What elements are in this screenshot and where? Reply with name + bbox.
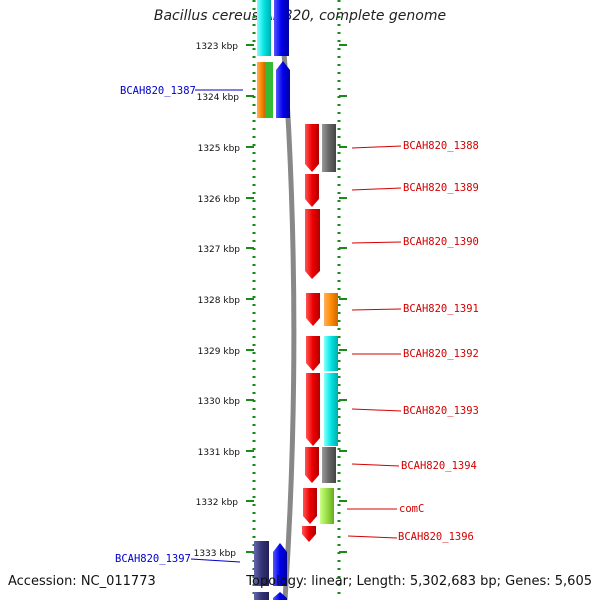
- gene-arrow[interactable]: [305, 209, 320, 279]
- cog-box[interactable]: [265, 62, 273, 118]
- reverse-strand-genes: [302, 124, 338, 542]
- gene-label[interactable]: BCAH820_1387: [120, 85, 196, 97]
- gene-label[interactable]: BCAH820_1394: [401, 460, 477, 472]
- cog-box[interactable]: [320, 488, 334, 524]
- gene-arrow[interactable]: [306, 373, 320, 446]
- gene-arrow[interactable]: [306, 293, 320, 326]
- gene-block[interactable]: [274, 0, 289, 56]
- gene-arrow[interactable]: [303, 488, 317, 524]
- accession-text: Accession: NC_011773: [8, 574, 156, 589]
- gene-arrow[interactable]: [306, 336, 320, 371]
- cog-box[interactable]: [324, 293, 338, 326]
- tick-label: 1325 kbp: [198, 144, 241, 154]
- gene-arrow[interactable]: [302, 526, 316, 542]
- tick-label: 1323 kbp: [196, 42, 239, 52]
- tick-label: 1324 kbp: [197, 93, 240, 103]
- cog-box[interactable]: [257, 0, 271, 56]
- tick-label: 1330 kbp: [198, 397, 241, 407]
- cog-box[interactable]: [254, 541, 269, 586]
- gene-label[interactable]: BCAH820_1392: [403, 348, 479, 360]
- gene-arrow[interactable]: [305, 174, 319, 207]
- ruler-tick-labels: 1323 kbp 1324 kbp 1325 kbp 1326 kbp 1327…: [194, 42, 241, 559]
- forward-strand-genes: [254, 0, 290, 600]
- gene-label[interactable]: BCAH820_1397: [115, 553, 191, 565]
- gene-labels: BCAH820_1387 BCAH820_1388 BCAH820_1389 B…: [115, 85, 479, 565]
- gene-label[interactable]: BCAH820_1391: [403, 303, 479, 315]
- tick-label: 1333 kbp: [194, 549, 237, 559]
- gene-label[interactable]: BCAH820_1393: [403, 405, 479, 417]
- cog-box[interactable]: [324, 373, 338, 446]
- map-title: Bacillus cereus AH820, complete genome: [153, 8, 447, 24]
- tick-label: 1332 kbp: [196, 498, 239, 508]
- cog-box[interactable]: [322, 124, 336, 172]
- genome-summary-text: Topology: linear; Length: 5,302,683 bp; …: [246, 574, 592, 589]
- cog-box[interactable]: [257, 62, 265, 118]
- gene-arrow[interactable]: [305, 447, 319, 483]
- gene-arrow[interactable]: [273, 543, 287, 586]
- gene-arrow[interactable]: [273, 592, 287, 600]
- gene-arrow[interactable]: [276, 61, 290, 118]
- tick-label: 1327 kbp: [198, 245, 241, 255]
- tick-label: 1331 kbp: [198, 448, 241, 458]
- tick-label: 1329 kbp: [198, 347, 241, 357]
- label-leader-lines: [190, 89, 402, 563]
- gene-label[interactable]: BCAH820_1396: [398, 531, 474, 543]
- gene-label[interactable]: BCAH820_1388: [403, 140, 479, 152]
- gene-label[interactable]: BCAH820_1390: [403, 236, 479, 248]
- ruler-tick-marks: [246, 44, 347, 553]
- tick-label: 1326 kbp: [198, 195, 241, 205]
- cog-box[interactable]: [254, 592, 269, 600]
- gene-arrow[interactable]: [305, 124, 319, 172]
- tick-label: 1328 kbp: [198, 296, 241, 306]
- gene-label[interactable]: comC: [399, 503, 424, 515]
- cog-box[interactable]: [322, 447, 336, 483]
- cog-box[interactable]: [324, 336, 338, 371]
- gene-label[interactable]: BCAH820_1389: [403, 182, 479, 194]
